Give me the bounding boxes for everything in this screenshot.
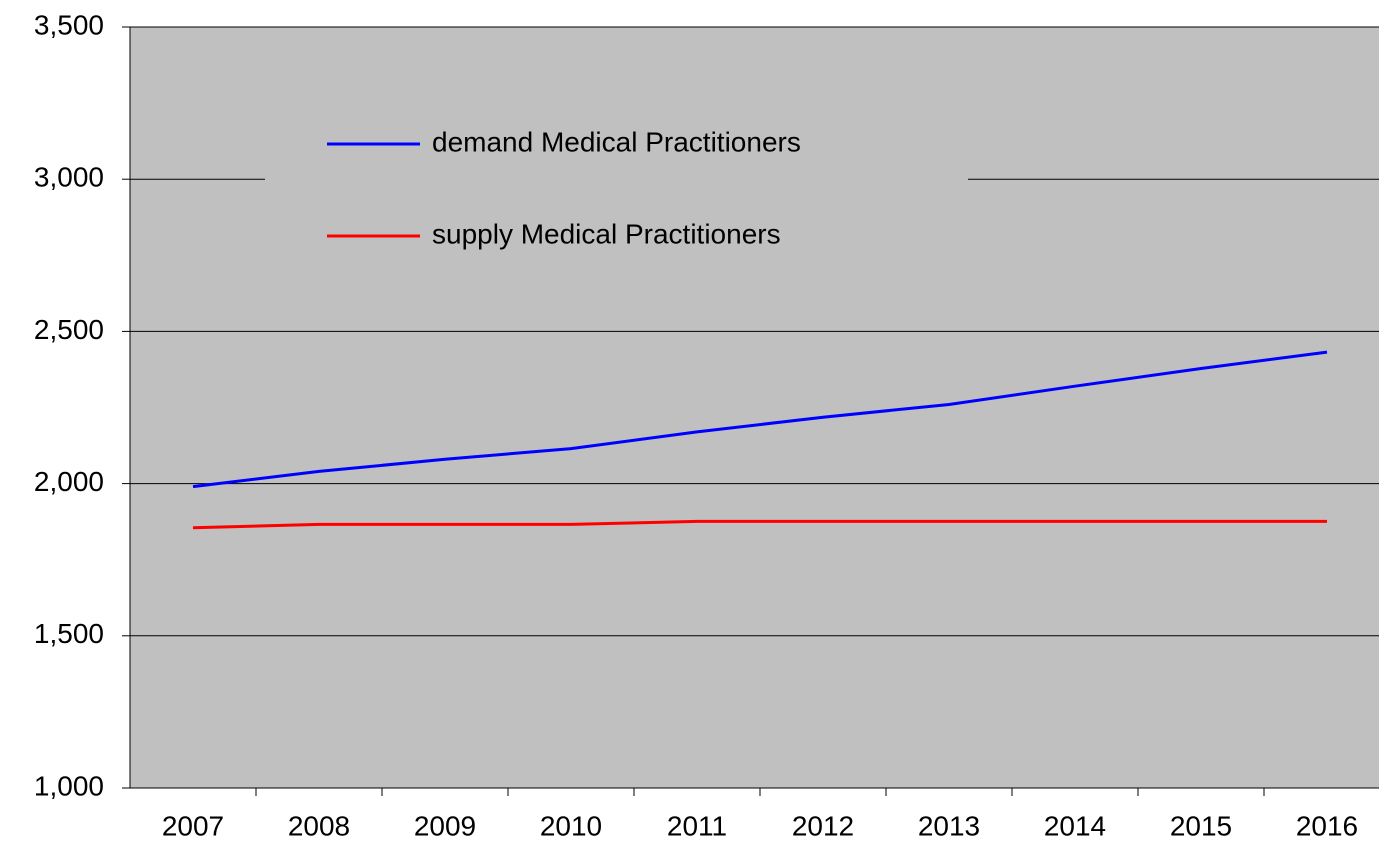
x-tick-label: 2008: [288, 810, 350, 841]
legend-label: supply Medical Practitioners: [432, 218, 781, 249]
x-tick-label: 2009: [414, 810, 476, 841]
y-tick-label: 3,000: [34, 162, 104, 193]
y-tick-label: 1,000: [34, 770, 104, 801]
data-line: [192, 519, 1327, 530]
y-tick-label: 2,000: [34, 466, 104, 497]
y-tick-label: 1,500: [34, 618, 104, 649]
x-tick-label: 2010: [540, 810, 602, 841]
legend-box: [265, 105, 968, 265]
data-line: [192, 350, 1328, 489]
y-tick-label: 3,500: [34, 9, 104, 40]
x-tick-label: 2014: [1044, 810, 1106, 841]
x-tick-label: 2007: [162, 810, 224, 841]
x-tick-label: 2016: [1296, 810, 1358, 841]
y-tick-label: 2,500: [34, 314, 104, 345]
legend-label: demand Medical Practitioners: [432, 126, 801, 157]
x-tick-label: 2013: [918, 810, 980, 841]
x-tick-label: 2012: [792, 810, 854, 841]
x-tick-label: 2015: [1170, 810, 1232, 841]
x-tick-label: 2011: [667, 810, 727, 841]
